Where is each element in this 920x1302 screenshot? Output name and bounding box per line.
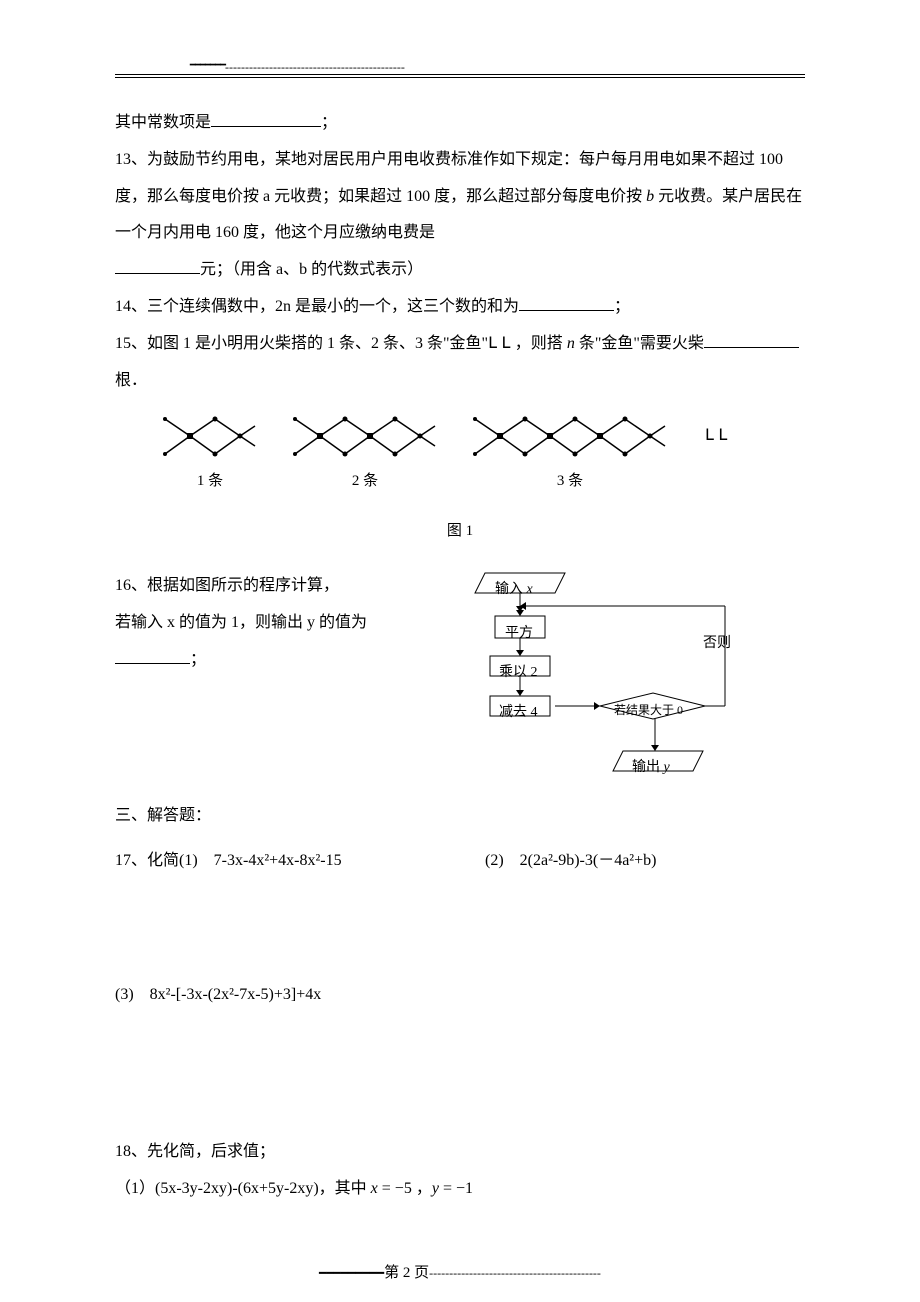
q18-head: 18、先化简，后求值； [115, 1134, 805, 1171]
q17-1: 17、化简(1) 7-3x-4x²+4x-8x²-15 [115, 845, 445, 877]
fish-diagram: ᒪ ᒪ 1 条 2 条 3 条 图 1 [115, 409, 805, 548]
flow-output: 输出 y [632, 752, 670, 784]
q13-tail: 元；（用含 a、b 的代数式表示） [115, 252, 805, 289]
main-content: 其中常数项是； 13、为鼓励节约用电，某地对居民用户用电收费标准作如下规定：每户… [115, 105, 805, 1208]
q17-3: (3) 8x²-[-3x-(2x²-7x-5)+3]+4x [115, 977, 805, 1014]
q14: 14、三个连续偶数中，2n 是最小的一个，这三个数的和为； [115, 289, 805, 326]
flowchart: 输入 x 平方 乘以 2 减去 4 若结果大于 0 否则 输出 y [425, 568, 805, 778]
flow-step3: 减去 4 [499, 697, 538, 729]
fish-3 [465, 409, 675, 464]
header-dash-left: ━━━━━━━ [115, 60, 225, 71]
q17-2: (2) 2(2a²-9b)-3(－4a²+b) [485, 845, 656, 877]
flow-step2: 乘以 2 [499, 657, 538, 689]
page-number: 第 2 页 [384, 1265, 429, 1281]
fish-label-3: 3 条 [465, 464, 675, 499]
q13: 13、为鼓励节约用电，某地对居民用户用电收费标准作如下规定：每户每月用电如果不超… [115, 142, 805, 252]
fish-label-1: 1 条 [155, 464, 265, 499]
flow-input: 输入 x [495, 574, 533, 606]
flow-cond: 若结果大于 0 [614, 697, 683, 725]
fish-label-2: 2 条 [285, 464, 445, 499]
flow-step1: 平方 [505, 618, 533, 650]
section-3-title: 三、解答题： [115, 798, 805, 835]
flow-else: 否则 [703, 628, 731, 660]
footer: ━━━━━━━━━第 2 页--------------------------… [115, 1261, 805, 1282]
figure-1-caption: 图 1 [115, 514, 805, 549]
fish-ellipsis: ᒪ ᒪ [705, 418, 727, 455]
fish-2 [285, 409, 445, 464]
q18-1: （1）(5x-3y-2xy)-(6x+5y-2xy)，其中 x = −5 ，y … [115, 1171, 805, 1208]
header-dash-right: ----------------------------------------… [225, 60, 405, 75]
q17-row1: 17、化简(1) 7-3x-4x²+4x-8x²-15 (2) 2(2a²-9b… [115, 845, 805, 877]
q16-text: 16、根据如图所示的程序计算， 若输入 x 的值为 1，则输出 y 的值为 ； [115, 568, 395, 678]
q15: 15、如图 1 是小明用火柴搭的 1 条、2 条、3 条"金鱼"ᒪ ᒪ ，则搭 … [115, 326, 805, 400]
fish-1 [155, 409, 265, 464]
q12-tail: 其中常数项是； [115, 105, 805, 142]
